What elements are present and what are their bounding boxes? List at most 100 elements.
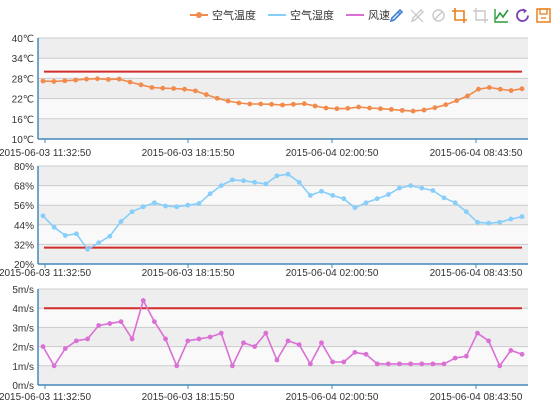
data-point xyxy=(408,361,414,367)
plot-band xyxy=(38,365,528,385)
data-point xyxy=(463,209,469,215)
legend-label: 空气温度 xyxy=(212,10,256,22)
data-point xyxy=(285,171,291,177)
data-point xyxy=(285,338,291,344)
data-point xyxy=(96,323,102,328)
chart-panel-2: 20% 32% 44% 56% 68% 80% 2015-06-03 11:32:50 201… xyxy=(0,162,528,279)
legend-item-1[interactable]: 空气温度 xyxy=(190,7,256,23)
mark-clear-icon[interactable] xyxy=(430,7,447,24)
data-point xyxy=(330,359,336,365)
x-tick-label: 2015-06-03 18:15:50 xyxy=(142,392,235,403)
data-point xyxy=(105,77,111,82)
x-tick-label: 2015-06-03 11:32:50 xyxy=(0,148,91,159)
data-point xyxy=(62,233,68,238)
data-point xyxy=(385,361,391,367)
data-point xyxy=(185,202,191,208)
data-point xyxy=(218,183,224,189)
chart-panel-3: 0m/s 1m/s 2m/s 3m/s 4m/s 5m/s 2015-06-03 11:32… xyxy=(0,285,528,403)
data-point xyxy=(182,86,187,92)
data-point xyxy=(341,359,347,365)
y-tick-label: 5m/s xyxy=(12,285,34,296)
x-tick-label: 2015-06-04 02:00:50 xyxy=(286,268,379,279)
data-point xyxy=(241,340,246,346)
data-point xyxy=(185,338,191,344)
y-tick-label: 2m/s xyxy=(12,343,34,354)
data-point xyxy=(367,105,372,111)
data-point xyxy=(356,104,362,110)
data-zoom-icon[interactable] xyxy=(451,7,468,24)
x-tick-label: 2015-06-04 02:00:50 xyxy=(286,148,379,159)
data-point xyxy=(140,298,146,303)
data-point xyxy=(312,103,318,109)
data-point xyxy=(397,185,402,191)
data-point xyxy=(160,85,166,91)
data-zoom-reset-icon[interactable] xyxy=(472,7,489,24)
data-point xyxy=(319,340,324,346)
data-point xyxy=(408,183,414,189)
data-point xyxy=(51,79,57,84)
data-point xyxy=(107,321,113,326)
data-point xyxy=(419,361,425,367)
y-tick-label: 80% xyxy=(14,162,34,173)
data-point xyxy=(174,204,180,210)
toolbox xyxy=(388,5,552,25)
mark-undo-icon[interactable] xyxy=(409,7,426,24)
data-point xyxy=(85,246,90,252)
y-tick-label: 44% xyxy=(14,221,34,232)
data-point xyxy=(465,93,470,99)
data-point xyxy=(85,336,90,342)
data-point xyxy=(334,106,340,112)
data-point xyxy=(274,357,280,363)
data-point xyxy=(323,105,329,111)
x-tick-label: 2015-06-03 11:32:50 xyxy=(0,392,91,403)
data-point xyxy=(374,361,380,367)
data-point xyxy=(62,78,68,84)
data-point xyxy=(196,336,202,342)
x-tick-label: 2015-06-04 08:43:50 xyxy=(430,148,523,159)
data-point xyxy=(486,85,492,90)
y-tick-label: 0m/s xyxy=(12,381,34,392)
data-point xyxy=(452,200,458,206)
data-point xyxy=(319,188,324,194)
data-point xyxy=(307,193,313,198)
restore-icon[interactable] xyxy=(514,7,531,24)
data-point xyxy=(452,355,458,361)
data-point xyxy=(84,76,89,82)
legend-item-2[interactable]: 空气湿度 xyxy=(268,7,334,23)
legend-item-3[interactable]: 风速 xyxy=(346,7,390,23)
data-point xyxy=(519,214,525,220)
save-image-icon[interactable] xyxy=(535,7,552,24)
plot-band xyxy=(38,118,528,139)
data-point xyxy=(127,79,133,85)
data-point xyxy=(475,330,480,336)
data-point xyxy=(140,204,146,210)
data-point xyxy=(397,361,402,367)
data-point xyxy=(388,106,394,112)
data-point xyxy=(430,361,436,367)
legend: 空气温度 空气湿度 风速 xyxy=(190,6,390,24)
data-point xyxy=(385,192,391,197)
data-point xyxy=(214,95,220,101)
x-tick-label: 2015-06-04 08:43:50 xyxy=(430,268,523,279)
data-point xyxy=(218,330,224,336)
data-point xyxy=(301,101,307,107)
line-chart-icon[interactable] xyxy=(493,7,510,24)
data-point xyxy=(263,181,269,187)
data-point xyxy=(508,88,514,93)
data-point xyxy=(225,98,231,104)
legend-swatch xyxy=(346,10,364,20)
plot-band xyxy=(38,78,528,99)
x-tick-label: 2015-06-03 11:32:50 xyxy=(0,268,91,279)
data-point xyxy=(352,205,358,211)
data-point xyxy=(399,107,405,113)
x-tick-label: 2015-06-03 18:15:50 xyxy=(142,148,235,159)
data-point xyxy=(290,101,296,107)
y-tick-label: 1m/s xyxy=(12,362,34,373)
data-point xyxy=(486,220,491,226)
data-point xyxy=(519,351,525,357)
data-point xyxy=(441,195,447,201)
data-point xyxy=(163,336,168,342)
mark-icon[interactable] xyxy=(388,7,405,24)
data-point xyxy=(151,200,157,206)
data-point xyxy=(74,231,79,237)
